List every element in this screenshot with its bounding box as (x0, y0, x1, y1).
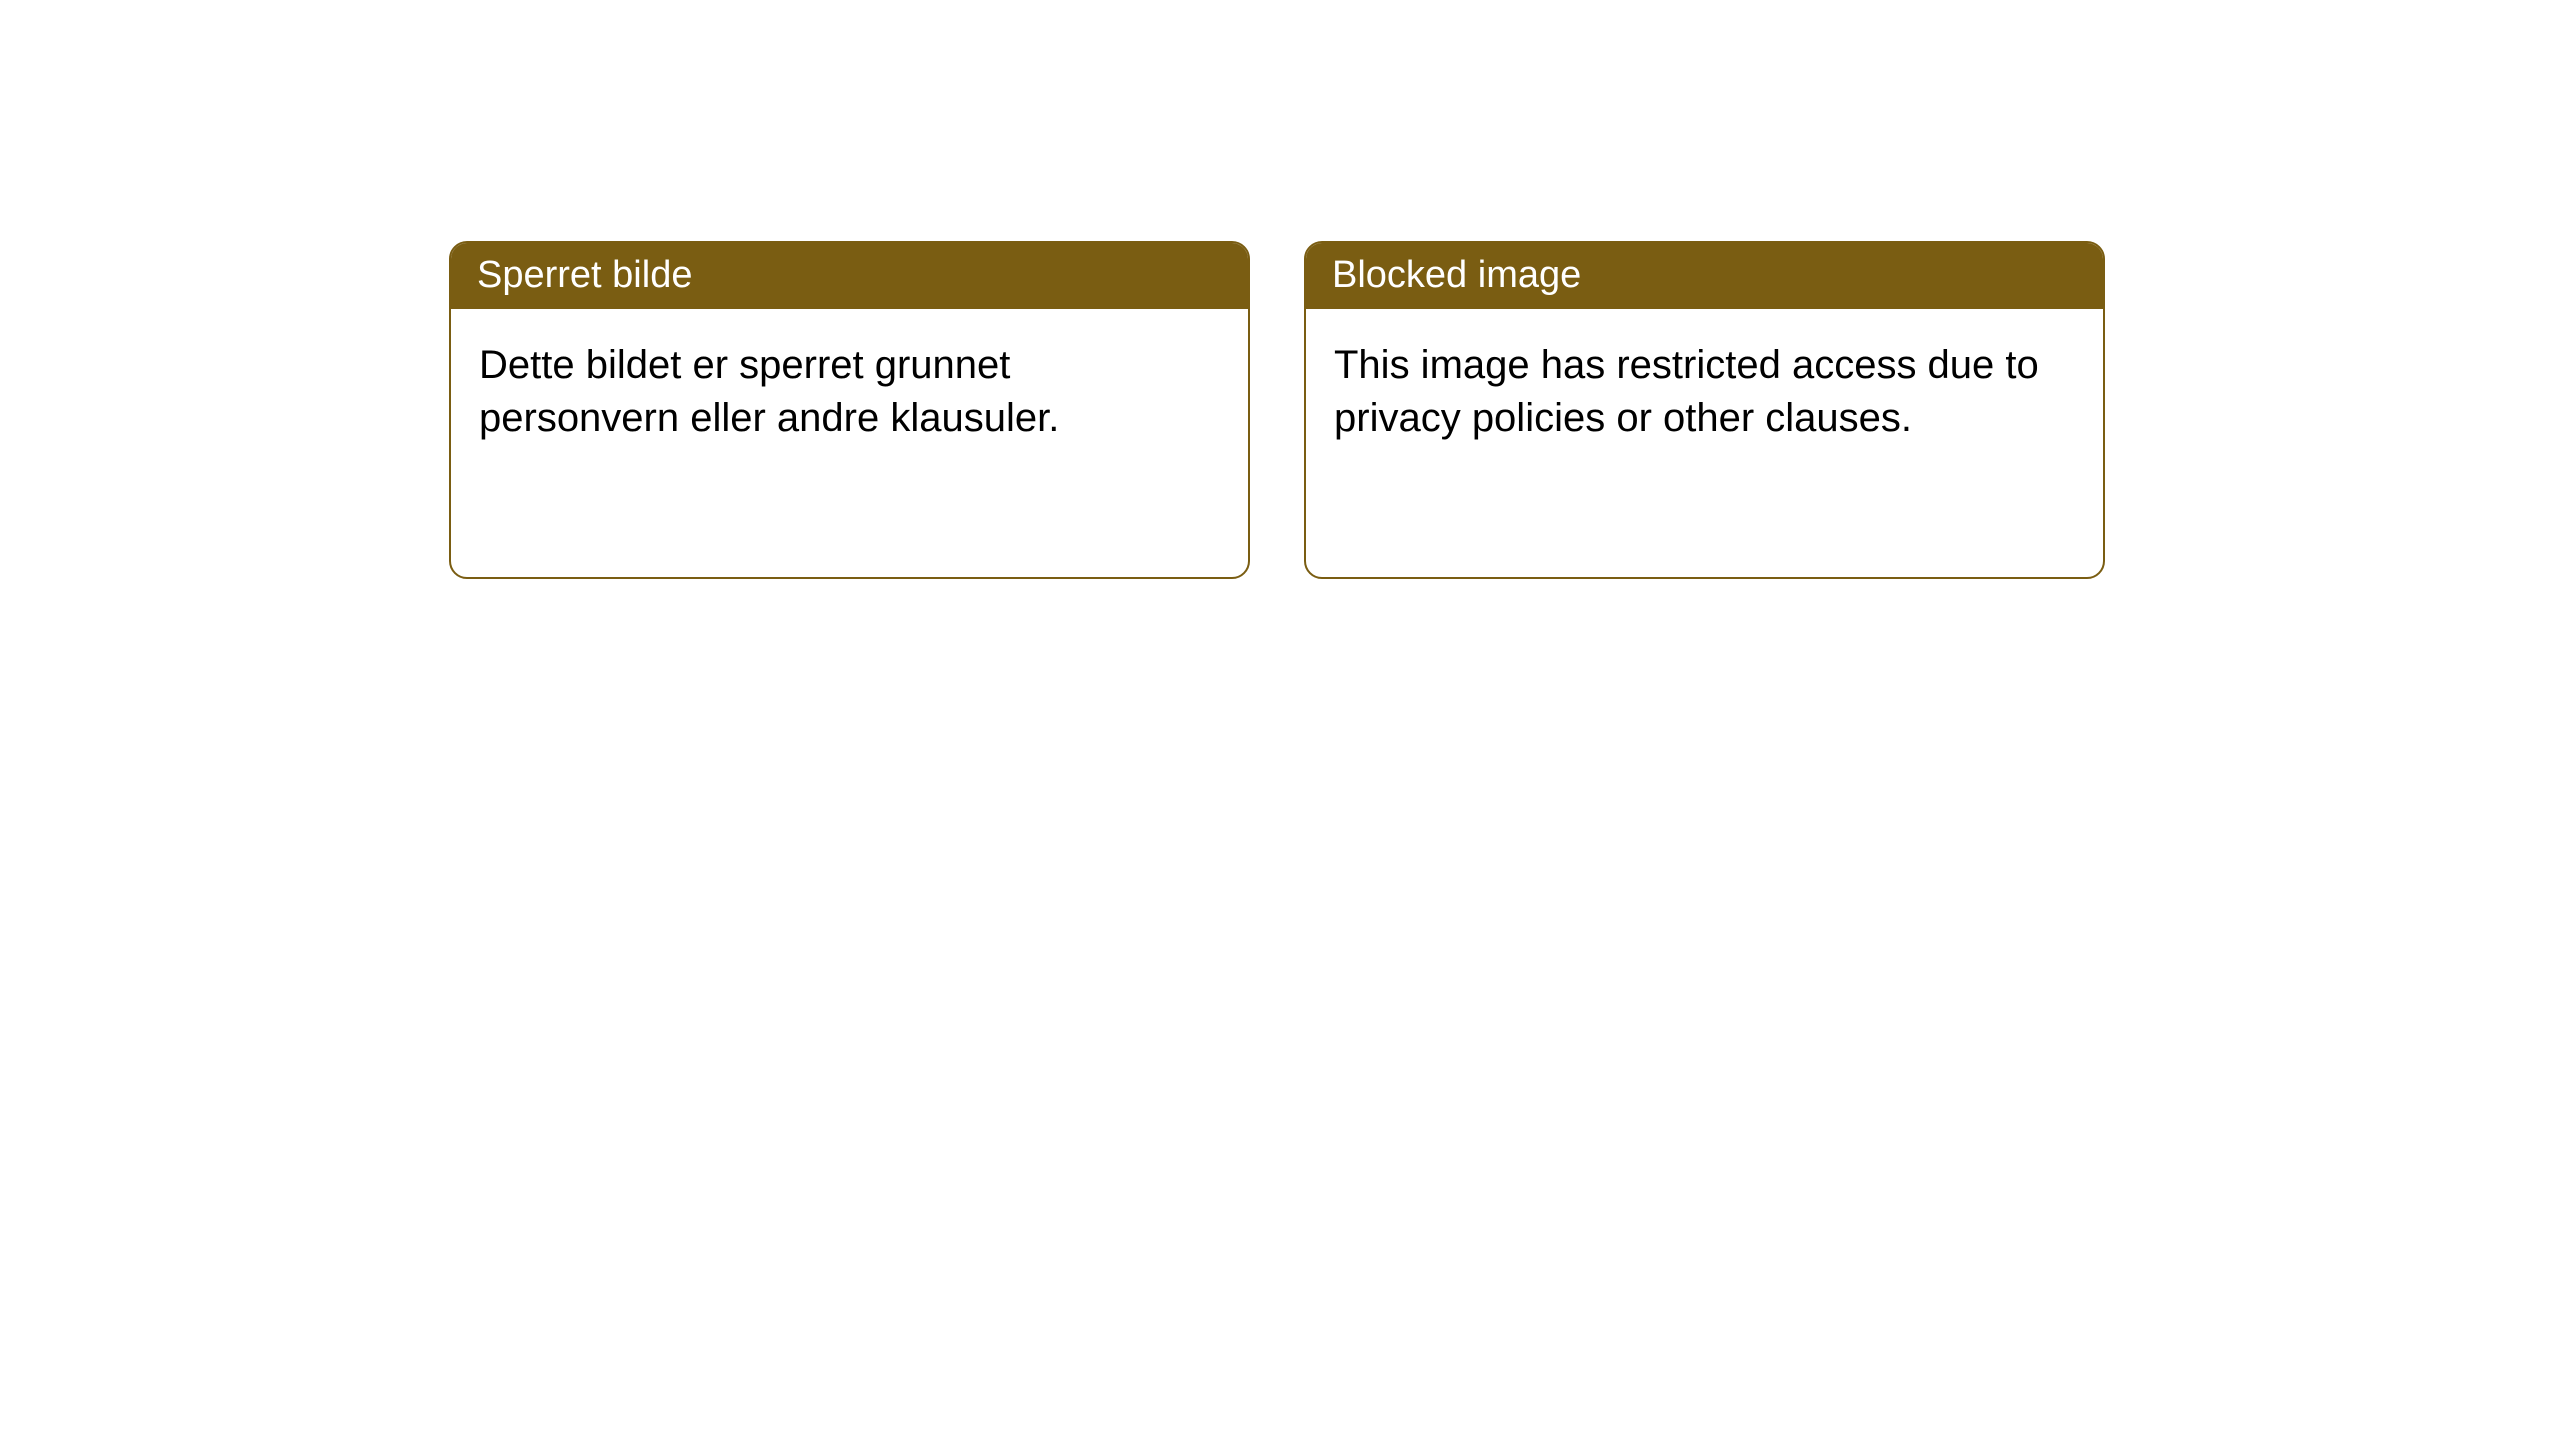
card-header-no: Sperret bilde (451, 243, 1248, 309)
card-message-en: This image has restricted access due to … (1334, 343, 2039, 440)
blocked-image-card-no: Sperret bilde Dette bildet er sperret gr… (449, 241, 1250, 579)
card-body-no: Dette bildet er sperret grunnet personve… (451, 309, 1248, 475)
card-title-en: Blocked image (1332, 254, 1581, 296)
cards-row: Sperret bilde Dette bildet er sperret gr… (449, 241, 2105, 579)
card-title-no: Sperret bilde (477, 254, 692, 296)
card-message-no: Dette bildet er sperret grunnet personve… (479, 343, 1059, 440)
blocked-image-card-en: Blocked image This image has restricted … (1304, 241, 2105, 579)
card-header-en: Blocked image (1306, 243, 2103, 309)
card-body-en: This image has restricted access due to … (1306, 309, 2103, 475)
